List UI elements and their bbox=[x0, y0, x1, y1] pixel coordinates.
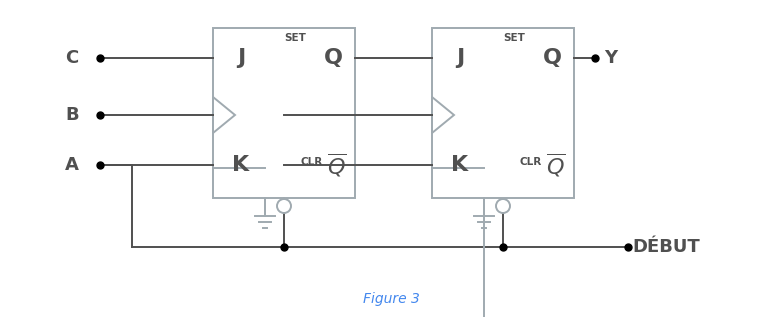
Text: C: C bbox=[66, 49, 79, 67]
Text: $\overline{Q}$: $\overline{Q}$ bbox=[547, 151, 565, 179]
Text: B: B bbox=[65, 106, 79, 124]
Text: Q: Q bbox=[543, 48, 561, 68]
Text: K: K bbox=[451, 155, 468, 175]
Circle shape bbox=[277, 199, 291, 213]
Text: Q: Q bbox=[324, 48, 343, 68]
Text: $\overline{Q}$: $\overline{Q}$ bbox=[327, 151, 346, 179]
Bar bbox=[213, 28, 355, 198]
Text: SET: SET bbox=[503, 33, 525, 43]
Text: J: J bbox=[456, 48, 465, 68]
Text: K: K bbox=[232, 155, 249, 175]
Text: CLR: CLR bbox=[520, 157, 542, 167]
Text: Y: Y bbox=[604, 49, 617, 67]
Text: CLR: CLR bbox=[301, 157, 323, 167]
Text: A: A bbox=[65, 156, 79, 174]
Text: SET: SET bbox=[284, 33, 306, 43]
Text: DÉBUT: DÉBUT bbox=[632, 238, 700, 256]
Circle shape bbox=[496, 199, 510, 213]
Text: J: J bbox=[237, 48, 245, 68]
Bar bbox=[432, 28, 574, 198]
Text: Figure 3: Figure 3 bbox=[363, 292, 419, 306]
